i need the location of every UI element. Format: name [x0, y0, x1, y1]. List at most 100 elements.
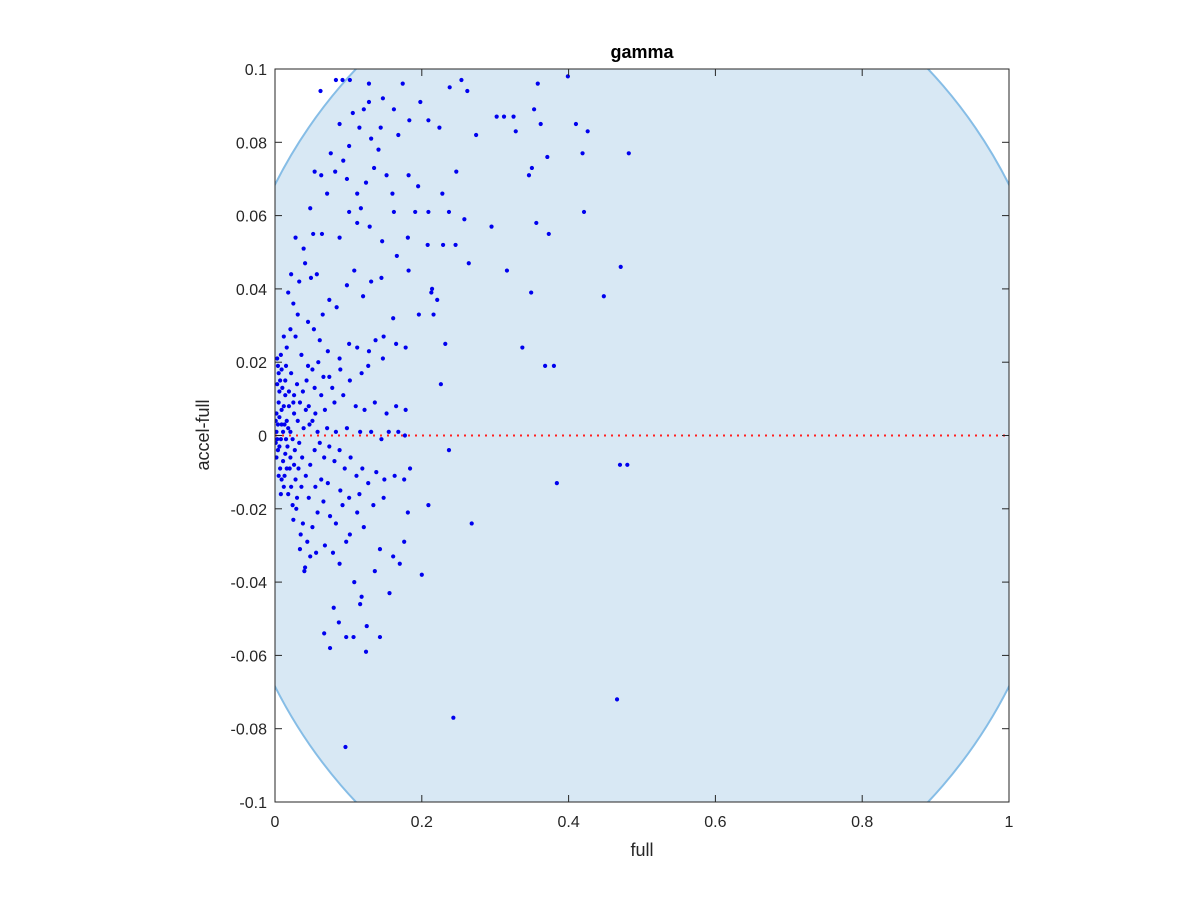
scatter-point [327, 374, 332, 379]
scatter-point [292, 448, 297, 453]
y-axis-ticks: -0.1 -0.08 -0.06 -0.04 -0.02 0 0.02 0.04 0.06 0.0… [231, 62, 1009, 812]
scatter-point [311, 327, 317, 332]
scatter-point [333, 521, 339, 526]
scatter-point [529, 290, 534, 295]
scatter-point [275, 418, 278, 423]
scatter-point [363, 180, 369, 185]
scatter-point [350, 110, 355, 116]
scatter-point [287, 466, 292, 471]
scatter-point [405, 510, 410, 515]
scatter-point [453, 242, 458, 248]
scatter-point [344, 283, 350, 288]
scatter-point [354, 473, 359, 478]
scatter-point [344, 426, 350, 431]
scatter-point [403, 407, 408, 412]
scatter-point [291, 400, 296, 405]
scatter-point [391, 554, 396, 559]
scatter-point [307, 422, 312, 427]
x-tick-label: 0.4 [557, 814, 579, 831]
scatter-point [289, 484, 294, 489]
scatter-point [407, 466, 413, 471]
scatter-point [334, 305, 339, 310]
scatter-point [306, 404, 311, 409]
scatter-point [397, 561, 402, 566]
scatter-point [302, 261, 308, 266]
scatter-point [526, 173, 532, 178]
scatter-point [357, 125, 362, 130]
scatter-point [330, 385, 335, 390]
scatter-point [347, 495, 352, 500]
scatter-point [322, 543, 328, 548]
scatter-point [330, 550, 336, 555]
scatter-point [328, 151, 333, 156]
scatter-point [294, 382, 300, 387]
scatter-point [511, 114, 516, 119]
scatter-point [293, 477, 298, 482]
scatter-point [366, 99, 372, 105]
scatter-point [418, 99, 423, 105]
scatter-point [369, 136, 374, 141]
scatter-point [337, 356, 342, 361]
scatter-point [400, 81, 405, 86]
scatter-point [280, 459, 286, 464]
scatter-point [282, 422, 287, 427]
scatter-point [283, 451, 288, 456]
scatter-point [298, 532, 303, 537]
scatter-point [337, 561, 342, 566]
scatter-point [396, 429, 401, 434]
scatter-point [293, 235, 298, 240]
scatter-point [402, 477, 407, 482]
scatter-point [538, 121, 543, 127]
scatter-point [440, 191, 445, 196]
scatter-point [348, 455, 353, 460]
scatter-point [327, 645, 333, 651]
scatter-point [340, 503, 345, 508]
scatter-point [322, 407, 328, 412]
scatter-point [361, 525, 366, 530]
y-tick-label: 0.02 [236, 355, 267, 372]
scatter-point [318, 88, 323, 94]
scatter-point [322, 631, 327, 636]
scatter-point [380, 239, 385, 244]
scatter-point [333, 429, 339, 434]
scatter-point [325, 349, 330, 354]
scatter-point [580, 151, 585, 156]
scatter-point [299, 352, 304, 357]
scatter-point [465, 88, 470, 94]
y-tick-label: 0.04 [236, 282, 267, 299]
scatter-point [366, 349, 372, 354]
scatter-point [426, 209, 431, 215]
scatter-point [293, 334, 298, 339]
scatter-point [376, 147, 381, 152]
scatter-point [279, 407, 284, 412]
scatter-point [278, 437, 283, 442]
scatter-point [277, 389, 282, 394]
scatter-point [407, 118, 412, 123]
scatter-point [394, 341, 399, 346]
scatter-point [474, 132, 479, 138]
scatter-point [290, 503, 295, 508]
scatter-point [280, 429, 286, 434]
scatter-point [402, 433, 408, 438]
scatter-point [297, 400, 303, 405]
scatter-point [469, 521, 474, 526]
scatter-point [303, 473, 308, 478]
scatter-point [347, 209, 352, 215]
scatter-point [278, 378, 283, 383]
scatter-point [336, 620, 341, 625]
x-tick-label: 0 [271, 814, 280, 831]
scatter-point [369, 279, 374, 284]
scatter-point [288, 455, 293, 460]
scatter-point [625, 462, 630, 467]
scatter-point [317, 338, 322, 343]
scatter-point [361, 107, 366, 112]
scatter-point [358, 601, 363, 607]
scatter-point [366, 363, 371, 368]
scatter-point [312, 385, 317, 390]
scatter-point [325, 426, 330, 431]
scatter-point [283, 378, 288, 383]
scatter-point [286, 426, 291, 431]
scatter-point [447, 85, 452, 90]
scatter-point [275, 411, 279, 416]
